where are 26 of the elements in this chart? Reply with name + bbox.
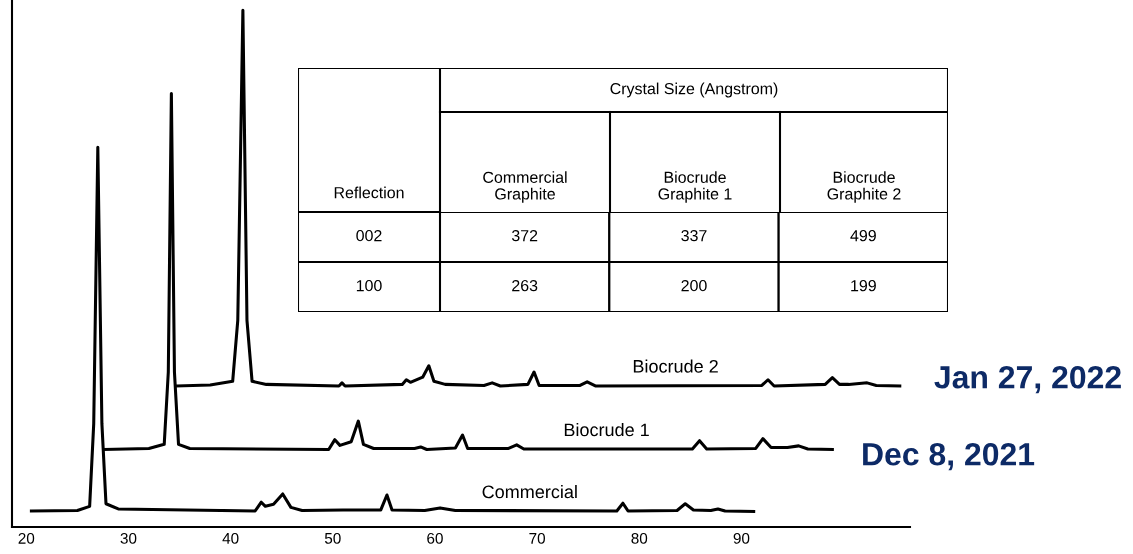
data-label: 199 (851, 279, 876, 292)
y-tick-label: 100 (356, 279, 382, 292)
x-tick-label: Commercial Graphite (483, 171, 567, 203)
data-label: 337 (681, 229, 707, 242)
x-tick-label: Biocrude Graphite 2 (827, 171, 901, 203)
x-tick-label: 30 (120, 532, 137, 544)
x-tick-label: 40 (222, 532, 239, 544)
x-tick-label: 80 (631, 532, 648, 544)
data-label: 263 (512, 279, 538, 292)
text: Jan 27, 2022 (934, 365, 1121, 394)
y-axis-title: Reflection (334, 186, 404, 199)
x-tick-label: 50 (324, 532, 341, 544)
series-label: Biocrude 2 (633, 359, 718, 373)
x-tick-label: 70 (529, 532, 546, 544)
x-tick-label: 90 (733, 532, 750, 544)
x-tick-label: Biocrude Graphite 1 (658, 171, 732, 203)
chart-title: Crystal Size (Angstrom) (610, 82, 778, 98)
data-label: 372 (511, 229, 538, 242)
data-label: 200 (681, 279, 707, 292)
x-tick-label: 60 (427, 532, 443, 544)
x-tick-label: 20 (18, 532, 35, 544)
data-label: 499 (850, 229, 876, 242)
series-label: Biocrude 1 (564, 423, 649, 437)
series-label: Commercial (482, 485, 577, 499)
y-tick-label: 002 (356, 229, 382, 242)
annotation: Dec 8, 2021 (863, 442, 1035, 471)
